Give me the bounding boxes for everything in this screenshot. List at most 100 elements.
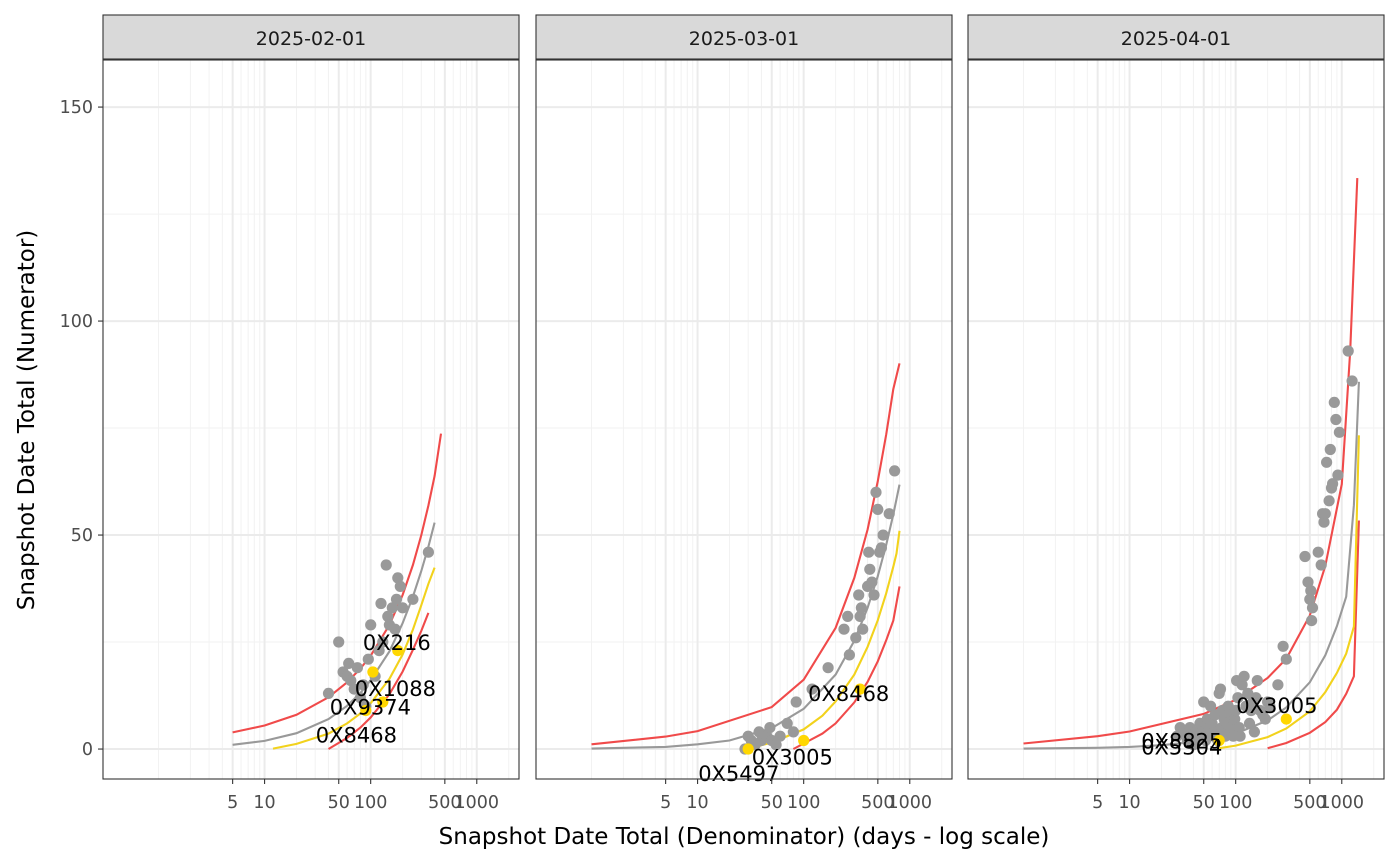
data-point [1302,576,1314,588]
data-point [787,726,800,738]
data-point [1280,653,1292,665]
x-tick-label: 10 [1118,793,1140,813]
x-tick-label: 500 [428,793,461,813]
data-point [853,589,865,601]
facet-strip [102,14,520,60]
data-point [348,683,360,695]
panel-background [536,60,952,779]
data-point [386,602,398,614]
x-tick-label: 5 [227,793,238,813]
data-point [868,589,880,601]
highlight-point [360,704,372,717]
data-point [397,602,409,614]
data-point [764,722,776,734]
highlight-point [367,666,379,678]
data-point [1251,675,1263,687]
point-label: 0X216 [363,631,431,655]
funnel-lines [1023,178,1360,750]
data-point [864,563,876,575]
x-tick-label: 5 [1092,793,1103,813]
x-tick-label: 500 [1293,793,1326,813]
data-point [806,683,818,695]
data-point [774,730,786,742]
x-tick-label: 50 [761,793,783,813]
data-point [1333,426,1345,438]
upper-limit-line [1023,178,1359,745]
data-point [1264,700,1276,712]
point-label: 0X5304 [1141,736,1222,760]
data-point [1229,713,1241,725]
data-point [883,508,895,520]
data-point [390,593,403,605]
x-tick-label: 50 [1193,793,1215,813]
data-point [1321,456,1333,468]
data-point [1245,704,1257,717]
data-point [1305,585,1317,597]
data-point [1277,640,1289,652]
data-point [1243,717,1256,730]
lower-limit-line [1267,520,1360,750]
highlight-point [798,734,810,747]
data-point [1324,443,1336,456]
data-point [1306,615,1318,627]
data-point [1214,683,1227,695]
data-point [842,610,854,623]
facet-strip [535,14,953,60]
data-point [1248,726,1260,738]
facet-strip-label: 2025-04-01 [1121,28,1231,50]
data-point [1299,550,1311,563]
data-point [354,692,366,704]
data-point [392,572,404,584]
expected-line [1219,435,1360,750]
panel-border [102,59,520,780]
x-tick-label: 1000 [888,793,933,813]
data-point [889,465,901,477]
data-point [1259,713,1271,725]
point-label: 0X8468 [316,724,397,748]
data-point [1206,717,1218,730]
x-tick-label: 50 [328,793,350,813]
data-point [382,610,394,623]
data-point [870,486,882,498]
data-point [375,597,387,610]
data-point [1327,478,1339,490]
y-tick-label: 50 [71,526,93,546]
panel-background [103,60,519,779]
lower-limit-line [327,612,430,750]
data-point [1304,593,1316,605]
panel-background [968,60,1384,779]
data-point [1272,679,1284,691]
data-point [872,503,884,515]
upper-limit-line [591,363,901,746]
point-label: 0X5497 [698,762,779,786]
x-tick-label: 10 [253,793,275,813]
x-tick-label: 100 [354,793,387,813]
data-point [877,529,889,541]
data-point [838,623,850,635]
data-point [333,636,345,648]
data-points [322,546,434,717]
highlight-point [742,743,754,755]
data-point [1232,692,1244,704]
data-point [857,623,869,635]
highlight-point [392,645,404,657]
data-point [1250,692,1262,704]
data-point [1306,602,1319,614]
grid-lines [968,60,1384,779]
highlight-point [1213,734,1225,747]
data-point [854,610,866,623]
data-point [866,576,878,588]
data-point [1330,413,1342,426]
data-point [357,679,369,691]
point-label: 0X9374 [330,696,411,720]
fitted-line [1023,381,1360,750]
data-point [1312,546,1324,558]
data-point [377,636,389,648]
data-point [1332,469,1344,481]
data-point [1342,345,1354,357]
data-point [1233,722,1245,734]
